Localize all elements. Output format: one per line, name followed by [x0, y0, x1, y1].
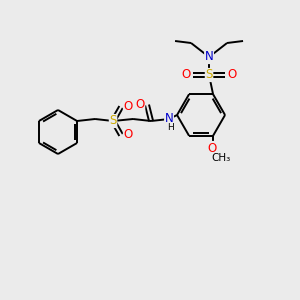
Text: O: O — [123, 100, 133, 113]
Text: O: O — [123, 128, 133, 142]
Text: H: H — [167, 124, 173, 133]
Text: S: S — [110, 115, 117, 128]
Text: O: O — [182, 68, 191, 82]
Text: CH₃: CH₃ — [212, 153, 231, 163]
Text: S: S — [206, 68, 213, 82]
Text: O: O — [207, 142, 217, 154]
Text: N: N — [205, 50, 213, 64]
Text: N: N — [165, 112, 173, 125]
Text: O: O — [135, 98, 145, 112]
Text: O: O — [227, 68, 237, 82]
